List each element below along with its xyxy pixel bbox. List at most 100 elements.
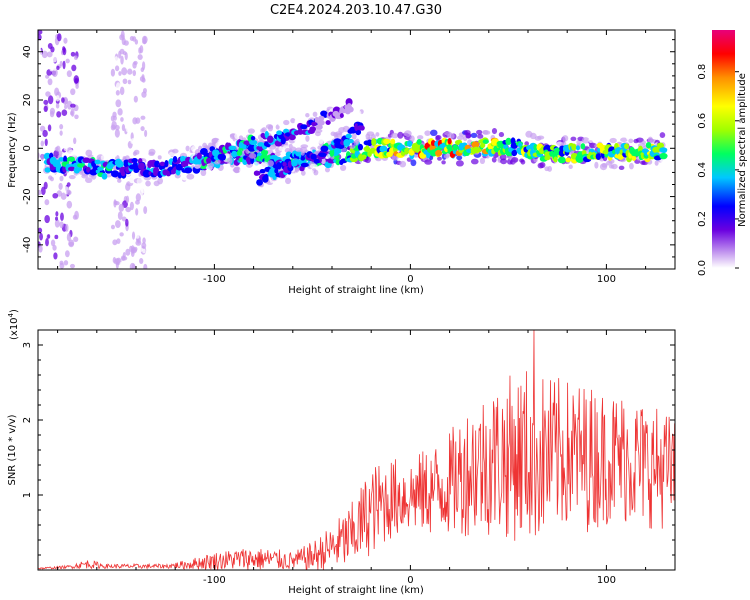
main-trace-halo (76, 174, 82, 179)
noise-cell (66, 182, 71, 187)
noise-cell (44, 199, 50, 206)
lower-branch-trace-halo (317, 137, 324, 144)
main-trace-halo (581, 137, 590, 144)
noise-cell (47, 124, 52, 132)
main-trace-halo (537, 135, 545, 140)
noise-cell (118, 50, 122, 59)
main-trace-halo (399, 160, 407, 168)
lower-branch-trace-cell (333, 138, 342, 145)
main-trace-cell (58, 157, 65, 162)
noise-cell (45, 238, 49, 247)
main-trace-halo (659, 132, 666, 138)
main-trace-cell (260, 149, 269, 156)
noise-cell (127, 231, 133, 239)
snr-scale-label: (x104) (7, 309, 20, 340)
noise-cell (119, 232, 124, 237)
noise-cell (70, 183, 76, 190)
noise-cell (49, 63, 54, 72)
main-trace-halo (233, 166, 241, 174)
branch-trace-cell (309, 126, 317, 132)
noise-cell (139, 76, 145, 82)
noise-cell (112, 250, 117, 257)
main-trace-cell (184, 167, 193, 174)
main-trace-halo (81, 173, 89, 179)
spectrogram-ytick-label: 20 (22, 94, 33, 107)
noise-cell (125, 124, 131, 133)
main-trace-halo (300, 170, 306, 176)
main-trace-cell (471, 141, 480, 149)
noise-cell (46, 51, 53, 58)
noise-cell (63, 37, 68, 44)
noise-cell (54, 87, 60, 97)
noise-cell (114, 65, 120, 72)
noise-cell (71, 191, 78, 197)
noise-cell (63, 260, 69, 266)
noise-cell (127, 68, 133, 75)
noise-cell (121, 216, 127, 222)
main-trace-cell (480, 142, 486, 148)
noise-cell (118, 203, 125, 212)
noise-cell (140, 222, 146, 230)
main-trace-halo (424, 159, 433, 165)
lower-branch-trace-cell (300, 162, 309, 168)
noise-cell (110, 262, 115, 268)
noise-cell (135, 117, 141, 124)
snr-xtick-label: -100 (203, 575, 226, 586)
main-trace-cell (661, 148, 667, 154)
main-trace-halo (609, 137, 617, 144)
colorbar-tick-label: 0.6 (697, 113, 708, 129)
main-trace-halo (479, 157, 486, 165)
noise-cell (130, 249, 135, 257)
noise-cell (61, 237, 68, 244)
spectrogram-ytick-label: 0 (22, 145, 33, 151)
noise-cell (125, 248, 131, 256)
colorbar-ticks: 0.0 0.2 0.4 0.6 0.8 (697, 64, 739, 276)
branch-trace-halo (278, 146, 286, 152)
noise-cell (117, 178, 122, 183)
noise-cell (54, 219, 60, 228)
main-trace-cell (447, 138, 452, 145)
main-trace-halo (186, 173, 195, 180)
spectrogram-ytick-label: -40 (22, 237, 33, 253)
main-trace-cell (360, 154, 367, 160)
noise-cell (133, 186, 139, 194)
noise-cell (52, 192, 59, 199)
noise-cell (66, 212, 70, 218)
main-trace-halo (524, 141, 529, 147)
lower-branch-trace-halo (252, 161, 260, 167)
main-trace-halo (441, 160, 446, 165)
noise-cell (52, 244, 57, 251)
main-trace-cell (533, 143, 538, 151)
main-trace-halo (139, 149, 147, 156)
noise-cell (66, 139, 72, 144)
spectrogram-xtick-label: 0 (407, 274, 413, 285)
lower-branch-trace-halo (299, 146, 308, 153)
branch-trace-cell (228, 145, 237, 151)
lower-branch-trace-cell (356, 125, 364, 131)
colorbar-tick-label: 0.2 (697, 211, 708, 227)
branch-trace-cell (211, 149, 220, 157)
spectrogram-panel: -100 0 100 -40 -20 0 20 40 Height of straight l… (7, 29, 676, 296)
main-trace-cell (172, 155, 178, 163)
main-trace-cell (92, 163, 97, 172)
lower-branch-trace-halo (356, 110, 362, 117)
main-trace-cell (571, 143, 577, 151)
lower-branch-trace-cell (262, 175, 269, 183)
branch-trace-halo (275, 124, 280, 130)
main-trace-halo (200, 169, 207, 177)
noise-cell (115, 90, 120, 96)
noise-cell (62, 47, 67, 56)
main-trace-halo (390, 132, 399, 139)
spectrogram-marks (38, 30, 668, 269)
main-trace-cell (580, 143, 586, 150)
noise-cell (43, 181, 48, 190)
noise-cell (142, 39, 147, 45)
main-trace-halo (129, 176, 135, 184)
noise-cell (56, 65, 60, 71)
noise-cell (119, 261, 123, 269)
branch-trace-cell (276, 130, 283, 136)
colorbar-gradient (712, 30, 735, 268)
main-trace-cell (365, 145, 370, 153)
main-trace-cell (142, 169, 151, 178)
